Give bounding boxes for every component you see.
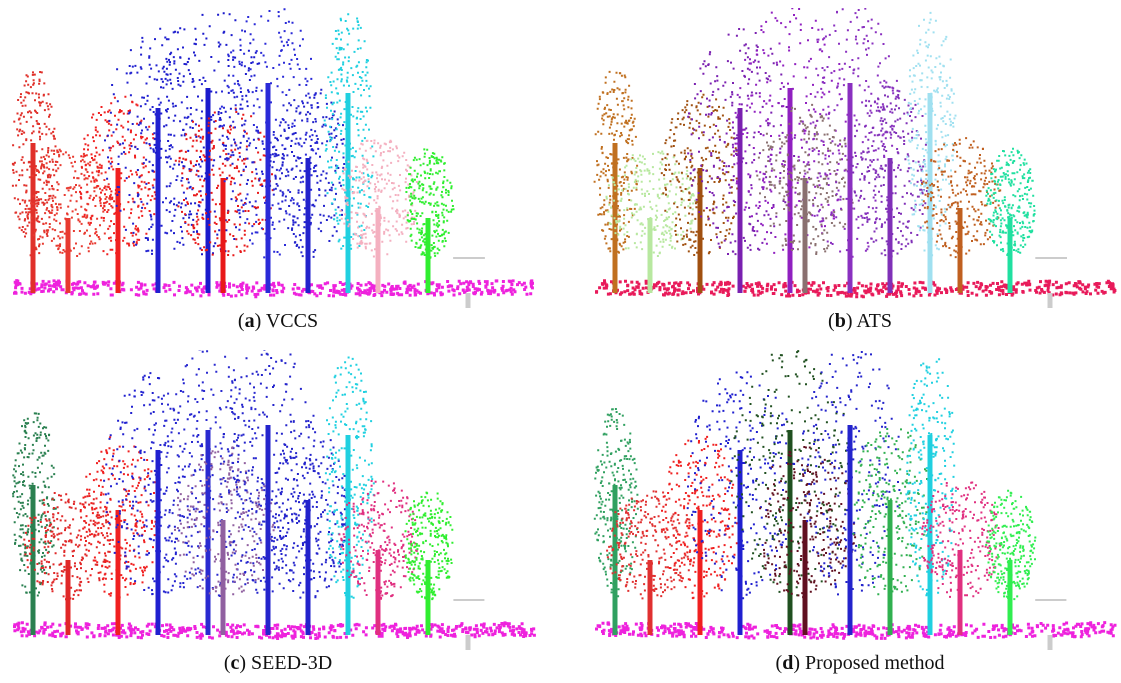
caption-text: ) SEED-3D: [239, 652, 332, 674]
caption-open: (: [238, 310, 245, 332]
caption-open: (: [828, 310, 835, 332]
caption-label: d: [782, 652, 793, 674]
caption-text: ) VCCS: [255, 310, 319, 332]
figure: (a) VCCS (b) ATS (c) SEED-3D (d) Propose…: [0, 0, 1121, 683]
caption: (a) VCCS: [8, 310, 548, 333]
caption: (c) SEED-3D: [8, 652, 548, 675]
point-cloud-image: [8, 350, 548, 650]
point-cloud: [595, 281, 1116, 297]
caption: (d) Proposed method: [590, 652, 1121, 675]
point-cloud: [595, 623, 1117, 639]
point-cloud: [921, 138, 1001, 257]
point-cloud-image: [590, 8, 1121, 308]
caption-text: ) ATS: [846, 310, 892, 332]
point-cloud: [13, 623, 536, 639]
caption-open: (: [224, 652, 231, 674]
point-cloud-image: [590, 350, 1121, 650]
caption-text: ) Proposed method: [793, 652, 944, 674]
caption: (b) ATS: [590, 310, 1121, 333]
caption-label: a: [245, 310, 255, 332]
point-cloud-image: [8, 8, 548, 308]
point-cloud: [13, 281, 534, 297]
caption-label: b: [835, 310, 846, 332]
